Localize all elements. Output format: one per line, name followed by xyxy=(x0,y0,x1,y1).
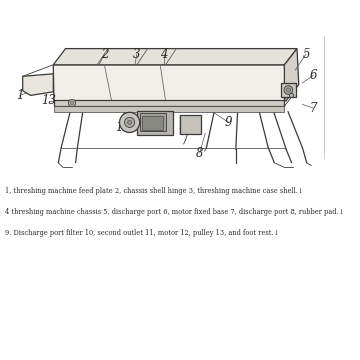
Bar xyxy=(54,100,284,106)
Bar xyxy=(137,111,173,135)
Polygon shape xyxy=(284,49,299,101)
Text: 12: 12 xyxy=(115,121,130,134)
Text: 9: 9 xyxy=(225,116,232,129)
Text: 4 threshing machine chassis 5, discharge port 6, motor fixed base 7, discharge p: 4 threshing machine chassis 5, discharge… xyxy=(5,208,345,216)
Bar xyxy=(54,106,284,112)
Text: 4: 4 xyxy=(160,48,167,60)
Circle shape xyxy=(120,112,140,132)
Circle shape xyxy=(127,120,132,125)
Circle shape xyxy=(284,86,293,94)
Circle shape xyxy=(68,99,76,107)
Text: 1: 1 xyxy=(16,89,23,102)
Bar xyxy=(140,113,166,131)
Bar xyxy=(281,83,296,97)
Polygon shape xyxy=(53,65,286,101)
Text: 10: 10 xyxy=(149,121,164,134)
Text: 6: 6 xyxy=(310,69,317,82)
Bar xyxy=(142,116,163,130)
Text: 2: 2 xyxy=(101,48,108,60)
Text: 11: 11 xyxy=(135,121,150,134)
Text: 3: 3 xyxy=(133,48,140,60)
Circle shape xyxy=(70,101,74,105)
Text: 8: 8 xyxy=(196,147,203,159)
Text: 7: 7 xyxy=(310,102,317,114)
Text: 1, threshing machine feed plate 2, chassis shell hinge 3, threshing machine case: 1, threshing machine feed plate 2, chass… xyxy=(5,187,304,195)
Text: 13: 13 xyxy=(41,94,56,107)
Polygon shape xyxy=(53,49,297,65)
Circle shape xyxy=(125,117,135,127)
Polygon shape xyxy=(23,74,53,95)
Text: 5: 5 xyxy=(302,48,310,60)
Circle shape xyxy=(289,93,294,98)
Bar xyxy=(180,115,201,134)
Circle shape xyxy=(286,88,291,92)
Text: 9. Discharge port filter 10, second outlet 11, motor 12, pulley 13, and foot res: 9. Discharge port filter 10, second outl… xyxy=(5,229,279,237)
